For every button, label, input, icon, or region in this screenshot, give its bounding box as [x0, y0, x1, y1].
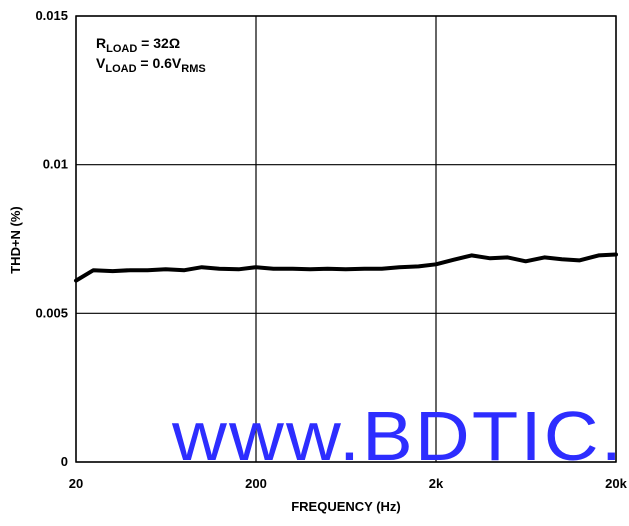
plot-frame: [75, 15, 617, 463]
y-tick-label: 0.01: [43, 157, 68, 172]
y-tick-label: 0.005: [35, 305, 68, 320]
x-axis-label: FREQUENCY (Hz): [291, 499, 401, 514]
y-tick-label: 0: [61, 454, 68, 469]
x-tick-label: 200: [245, 476, 267, 491]
y-axis-label: THD+N (%): [8, 206, 23, 274]
x-tick-label: 20: [69, 476, 83, 491]
watermark-text: www.BDTIC.: [171, 397, 624, 475]
x-tick-label: 20k: [605, 476, 627, 491]
tick-labels: 20 200 2k 20k 0 0.005 0.01 0.015: [35, 8, 627, 491]
series-group: [74, 252, 618, 283]
thd-series-line: [74, 252, 618, 283]
rload-annotation: RLOAD = 32Ω: [96, 35, 180, 55]
vload-annotation: VLOAD = 0.6VRMS: [96, 55, 206, 75]
y-tick-label: 0.015: [35, 8, 68, 23]
grid: [75, 15, 617, 463]
x-tick-label: 2k: [429, 476, 444, 491]
